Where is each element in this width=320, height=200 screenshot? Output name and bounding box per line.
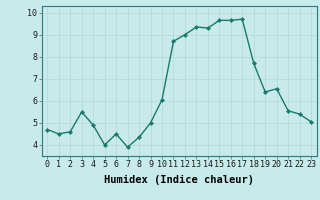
X-axis label: Humidex (Indice chaleur): Humidex (Indice chaleur) <box>104 175 254 185</box>
